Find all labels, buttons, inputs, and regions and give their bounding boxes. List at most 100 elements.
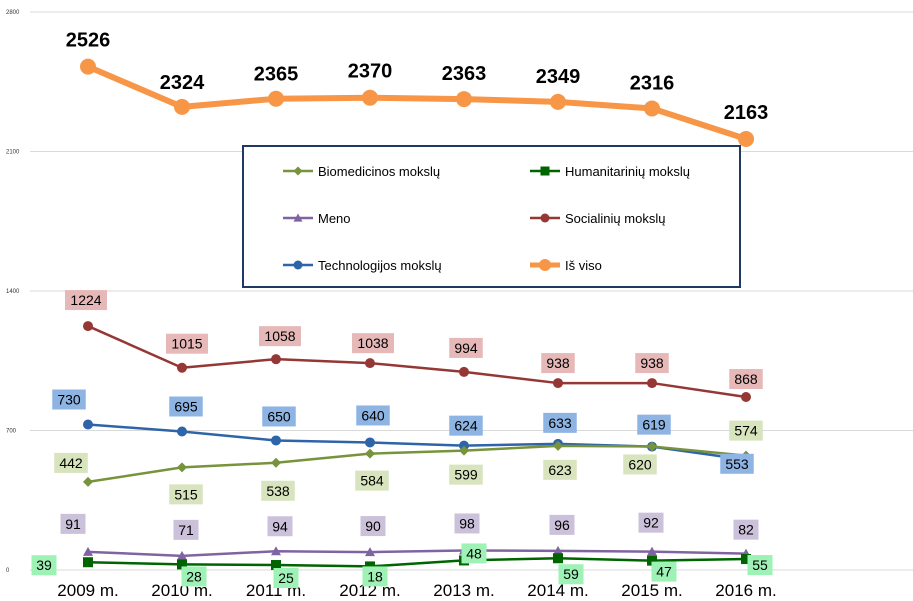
data-label-is-viso-6: 2316 <box>630 72 675 94</box>
data-label-meno-1: 71 <box>178 522 194 538</box>
y-tick-label: 2800 <box>6 10 20 16</box>
point-is-viso-6 <box>644 100 660 117</box>
data-label-humanitariniu-mokslu-2: 25 <box>278 570 294 586</box>
data-label-box-biomedicinos-mokslu-3 <box>355 470 389 491</box>
data-label-box-biomedicinos-mokslu-4 <box>449 464 483 485</box>
data-label-box-technologijos-mokslu-0 <box>52 389 86 410</box>
data-label-meno-2: 94 <box>272 518 288 534</box>
data-label-box-socialiniu-mokslu-3 <box>352 333 394 354</box>
legend-label-is-viso: Iš viso <box>565 258 602 273</box>
data-label-biomedicinos-mokslu-3: 584 <box>360 473 384 489</box>
legend-marker-biomedicinos-mokslu <box>293 166 303 176</box>
data-label-box-biomedicinos-mokslu-7 <box>729 420 763 441</box>
data-label-meno-3: 90 <box>365 518 381 534</box>
point-technologijos-mokslu-1 <box>177 426 187 437</box>
point-socialiniu-mokslu-4 <box>459 366 469 377</box>
data-label-biomedicinos-mokslu-5: 623 <box>548 462 572 478</box>
data-label-meno-7: 82 <box>738 522 754 538</box>
data-label-is-viso-4: 2363 <box>442 63 487 85</box>
data-label-humanitariniu-mokslu-3: 18 <box>367 568 383 584</box>
data-label-box-humanitariniu-mokslu-7 <box>747 555 773 576</box>
point-biomedicinos-mokslu-5 <box>553 440 563 451</box>
x-axis: 2009 m. 2010 m. 2011 m. 2012 m. 2013 m. 2014 … <box>57 581 776 600</box>
point-biomedicinos-mokslu-1 <box>177 462 187 473</box>
data-label-humanitariniu-mokslu-1: 28 <box>186 568 202 584</box>
data-label-is-viso-0: 2526 <box>66 30 111 52</box>
legend-label-technologijos-mokslu: Technologijos mokslų <box>318 258 442 273</box>
point-technologijos-mokslu-3 <box>365 437 375 448</box>
data-label-box-humanitariniu-mokslu-1 <box>181 566 207 587</box>
data-label-box-meno-3 <box>360 516 386 537</box>
data-label-box-biomedicinos-mokslu-1 <box>169 484 203 505</box>
data-label-box-meno-2 <box>267 516 293 537</box>
x-tick-label: 2013 m. <box>433 581 494 600</box>
data-label-box-biomedicinos-mokslu-2 <box>261 480 295 501</box>
data-label-biomedicinos-mokslu-2: 538 <box>266 483 290 499</box>
y-tick-label: 1400 <box>6 289 20 295</box>
data-label-box-humanitariniu-mokslu-2 <box>273 568 299 589</box>
data-label-box-technologijos-mokslu-4 <box>449 415 483 436</box>
data-label-is-viso-1: 2324 <box>160 72 205 94</box>
point-meno-2 <box>271 546 281 556</box>
point-biomedicinos-mokslu-0 <box>83 476 93 487</box>
data-label-box-meno-7 <box>733 519 759 540</box>
data-label-humanitariniu-mokslu-7: 55 <box>752 557 768 573</box>
data-label-technologijos-mokslu-4: 624 <box>454 418 478 434</box>
legend-label-socialiniu-mokslu: Socialinių mokslų <box>565 211 665 226</box>
data-label-box-humanitariniu-mokslu-6 <box>651 561 677 582</box>
series-line-meno <box>87 549 747 558</box>
point-socialiniu-mokslu-6 <box>647 378 657 389</box>
point-meno-6 <box>647 546 657 556</box>
point-humanitariniu-mokslu-6 <box>647 555 657 566</box>
series-line-socialiniu-mokslu <box>87 324 747 399</box>
data-label-is-viso-2: 2365 <box>254 64 299 86</box>
data-label-humanitariniu-mokslu-4: 48 <box>466 545 482 561</box>
legend-marker-humanitariniu-mokslu <box>540 166 550 176</box>
data-label-meno-5: 96 <box>554 517 570 533</box>
data-label-biomedicinos-mokslu-4: 599 <box>454 467 478 483</box>
data-label-is-viso-3: 2370 <box>348 61 393 83</box>
point-technologijos-mokslu-2 <box>271 435 281 446</box>
data-label-technologijos-mokslu-2: 650 <box>267 408 291 424</box>
data-label-is-viso-7: 2163 <box>724 102 769 124</box>
point-is-viso-1 <box>174 98 190 115</box>
data-label-box-humanitariniu-mokslu-4 <box>461 543 487 564</box>
data-label-box-socialiniu-mokslu-7 <box>729 369 763 390</box>
point-biomedicinos-mokslu-4 <box>459 445 469 456</box>
y-tick-label: 0 <box>6 568 10 574</box>
data-label-box-humanitariniu-mokslu-3 <box>362 566 388 587</box>
point-humanitariniu-mokslu-2 <box>271 560 281 571</box>
data-label-box-meno-1 <box>173 519 199 540</box>
point-humanitariniu-mokslu-5 <box>553 553 563 564</box>
data-label-box-technologijos-mokslu-1 <box>169 396 203 417</box>
point-socialiniu-mokslu-7 <box>741 392 751 403</box>
data-label-humanitariniu-mokslu-0: 39 <box>36 557 52 573</box>
data-label-is-viso-5: 2349 <box>536 66 581 88</box>
data-label-box-socialiniu-mokslu-5 <box>541 353 575 374</box>
data-label-biomedicinos-mokslu-7: 574 <box>734 423 758 439</box>
point-socialiniu-mokslu-3 <box>365 358 375 369</box>
data-label-box-technologijos-mokslu-3 <box>356 405 390 426</box>
x-tick-label: 2014 m. <box>527 581 588 600</box>
legend-marker-meno <box>293 213 303 222</box>
point-humanitariniu-mokslu-1 <box>177 559 187 570</box>
data-label-box-biomedicinos-mokslu-6 <box>623 454 657 475</box>
legend-marker-technologijos-mokslu <box>293 260 303 270</box>
point-humanitariniu-mokslu-0 <box>83 557 93 568</box>
data-label-technologijos-mokslu-7: 553 <box>725 456 749 472</box>
point-meno-3 <box>365 547 375 557</box>
point-biomedicinos-mokslu-2 <box>271 457 281 468</box>
data-label-technologijos-mokslu-5: 633 <box>548 415 572 431</box>
point-meno-5 <box>553 545 563 555</box>
point-is-viso-4 <box>456 91 472 108</box>
data-label-box-humanitariniu-mokslu-0 <box>31 555 57 576</box>
data-labels: 2526 2324 2365 2370 2363 2349 2316 2163 1224 1015… <box>31 30 773 589</box>
data-label-socialiniu-mokslu-1: 1015 <box>171 336 202 352</box>
data-label-box-humanitariniu-mokslu-5 <box>558 564 584 585</box>
data-label-biomedicinos-mokslu-6: 620 <box>628 456 652 472</box>
point-humanitariniu-mokslu-7 <box>741 554 751 565</box>
legend-label-biomedicinos-mokslu: Biomedicinos mokslų <box>318 164 440 179</box>
x-tick-label: 2009 m. <box>57 581 118 600</box>
y-tick-label: 700 <box>6 429 17 435</box>
